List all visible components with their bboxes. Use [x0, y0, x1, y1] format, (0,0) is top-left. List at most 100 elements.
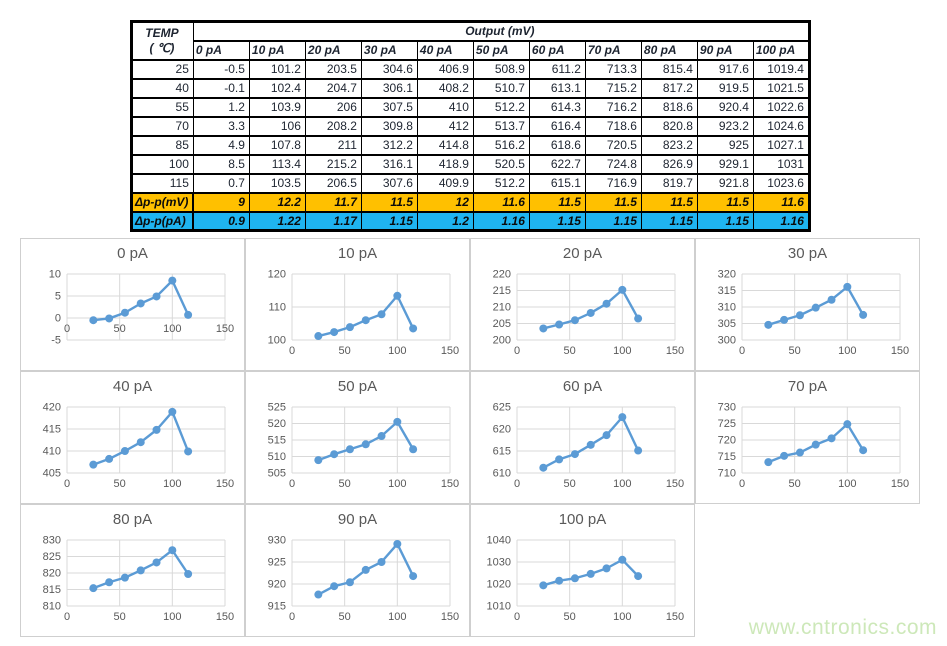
- temp-cell: 55: [131, 96, 194, 118]
- value-cell: 820.8: [640, 115, 698, 137]
- data-point-marker: [780, 315, 789, 324]
- value-cell: 307.6: [360, 172, 418, 194]
- data-point-marker: [330, 328, 339, 337]
- data-point-marker: [634, 314, 643, 323]
- data-point-marker: [377, 310, 386, 319]
- table-row: 85 4.9 107.8 211 312.2 414.8 516.2 618.6 720.5 82…: [131, 134, 810, 156]
- y-tick-label: 710: [718, 468, 736, 480]
- value-cell: 307.5: [360, 96, 418, 118]
- chart-panel-30-pa: 30 pA 300 305 310 315 320 0 50 100 150: [695, 238, 920, 371]
- data-point-marker: [120, 573, 129, 582]
- value-cell: 823.2: [640, 134, 698, 156]
- x-tick-label: 100: [388, 345, 406, 357]
- value-cell: 410: [416, 96, 474, 118]
- value-cell: 106: [248, 115, 306, 137]
- chart-plot: 100 110 120 0 50 100 150: [268, 269, 460, 358]
- y-tick-label: 300: [718, 335, 736, 347]
- y-tick-label: 1020: [487, 579, 511, 591]
- chart-panel-100-pa: 100 pA 1010 1020 1030 1040 0 50 100 150: [470, 504, 695, 637]
- column-header: 90 pA: [696, 39, 754, 61]
- data-point-marker: [345, 578, 354, 587]
- data-point-marker: [120, 308, 129, 317]
- y-tick-label: 615: [493, 446, 511, 458]
- y-tick-label: 10: [49, 269, 61, 281]
- output-table-body: TEMP( ℃) Output (mV) 0 pA 10 pA 20 pA 30 pA 40…: [131, 20, 810, 232]
- value-cell: 206: [304, 96, 362, 118]
- y-tick-label: 1010: [487, 601, 511, 613]
- value-cell: 929.1: [696, 153, 754, 175]
- y-tick-label: 200: [493, 335, 511, 347]
- y-tick-label: 0: [55, 313, 61, 325]
- y-tick-label: 210: [493, 302, 511, 314]
- y-tick-label: 810: [43, 601, 61, 613]
- value-cell: 113.4: [248, 153, 306, 175]
- y-tick-label: 830: [43, 535, 61, 547]
- value-cell: 508.9: [472, 58, 530, 80]
- delta-value-cell: 11.5: [640, 191, 698, 213]
- chart-panel-0-pa: 0 pA -5 0 5 10 0 50 100 150: [20, 238, 245, 371]
- data-point-marker: [795, 448, 804, 457]
- value-cell: 1023.6: [752, 172, 810, 194]
- data-point-marker: [168, 407, 177, 416]
- data-point-marker: [843, 282, 852, 291]
- value-cell: 516.2: [472, 134, 530, 156]
- y-tick-label: 715: [718, 451, 736, 463]
- column-header: 50 pA: [472, 39, 530, 61]
- chart-title: 80 pA: [112, 511, 153, 528]
- value-cell: 718.6: [584, 115, 642, 137]
- delta-pa-row: Δp-p(pA) 0.9 1.22 1.17 1.15 1.2 1.16 1.15 1.15 1.…: [131, 210, 810, 232]
- table-span-header: Output (mV): [192, 20, 810, 42]
- output-table: TEMP( ℃) Output (mV) 0 pA 10 pA 20 pA 30 pA 40…: [130, 20, 811, 232]
- data-point-marker: [377, 558, 386, 566]
- value-cell: 921.8: [696, 172, 754, 194]
- y-tick-label: 120: [268, 269, 286, 281]
- value-cell: 614.3: [528, 96, 586, 118]
- chart-plot: 405 410 415 420 0 50 100 150: [43, 402, 235, 491]
- column-header: 10 pA: [248, 39, 306, 61]
- x-tick-label: 50: [564, 478, 576, 490]
- chart-plot: 810 815 820 825 830 0 50 100 150: [43, 535, 235, 624]
- chart-title: 20 pA: [562, 245, 603, 262]
- y-tick-label: 215: [493, 285, 511, 297]
- data-point-marker: [136, 299, 145, 308]
- x-tick-label: 0: [739, 345, 745, 357]
- value-cell: 215.2: [304, 153, 362, 175]
- data-point-marker: [586, 440, 595, 449]
- delta-value-cell: 1.17: [304, 210, 362, 232]
- delta-value-cell: 11.5: [696, 191, 754, 213]
- x-tick-label: 0: [289, 345, 295, 357]
- x-tick-label: 150: [891, 478, 909, 490]
- y-tick-label: 920: [268, 579, 286, 591]
- value-cell: 8.5: [192, 153, 250, 175]
- temp-cell: 115: [131, 172, 194, 194]
- value-cell: 611.2: [528, 58, 586, 80]
- value-cell: 414.8: [416, 134, 474, 156]
- value-cell: 203.5: [304, 58, 362, 80]
- x-tick-label: 150: [441, 478, 459, 490]
- value-cell: 724.8: [584, 153, 642, 175]
- chart-title: 70 pA: [787, 378, 828, 395]
- data-point-marker: [795, 311, 804, 320]
- x-tick-label: 100: [613, 478, 631, 490]
- delta-value-cell: 1.16: [752, 210, 810, 232]
- column-header: 20 pA: [304, 39, 362, 61]
- data-point-marker: [811, 303, 820, 312]
- data-point-marker: [184, 310, 193, 319]
- y-tick-label: 525: [268, 402, 286, 414]
- table-header-row-1: TEMP( ℃) Output (mV): [131, 20, 810, 61]
- value-cell: 208.2: [304, 115, 362, 137]
- x-tick-label: 100: [163, 478, 181, 490]
- temp-cell: 100: [131, 153, 194, 175]
- delta-value-cell: 11.7: [304, 191, 362, 213]
- chart-plot: 710 715 720 725 730 0 50 100 150: [718, 402, 910, 491]
- y-tick-label: 410: [43, 446, 61, 458]
- data-point-marker: [184, 569, 193, 578]
- delta-value-cell: 11.5: [360, 191, 418, 213]
- data-point-marker: [136, 438, 145, 447]
- value-cell: 211: [304, 134, 362, 156]
- data-point-marker: [89, 316, 98, 325]
- value-cell: 818.6: [640, 96, 698, 118]
- value-cell: 512.2: [472, 172, 530, 194]
- data-point-marker: [152, 425, 161, 434]
- y-tick-label: 815: [43, 584, 61, 596]
